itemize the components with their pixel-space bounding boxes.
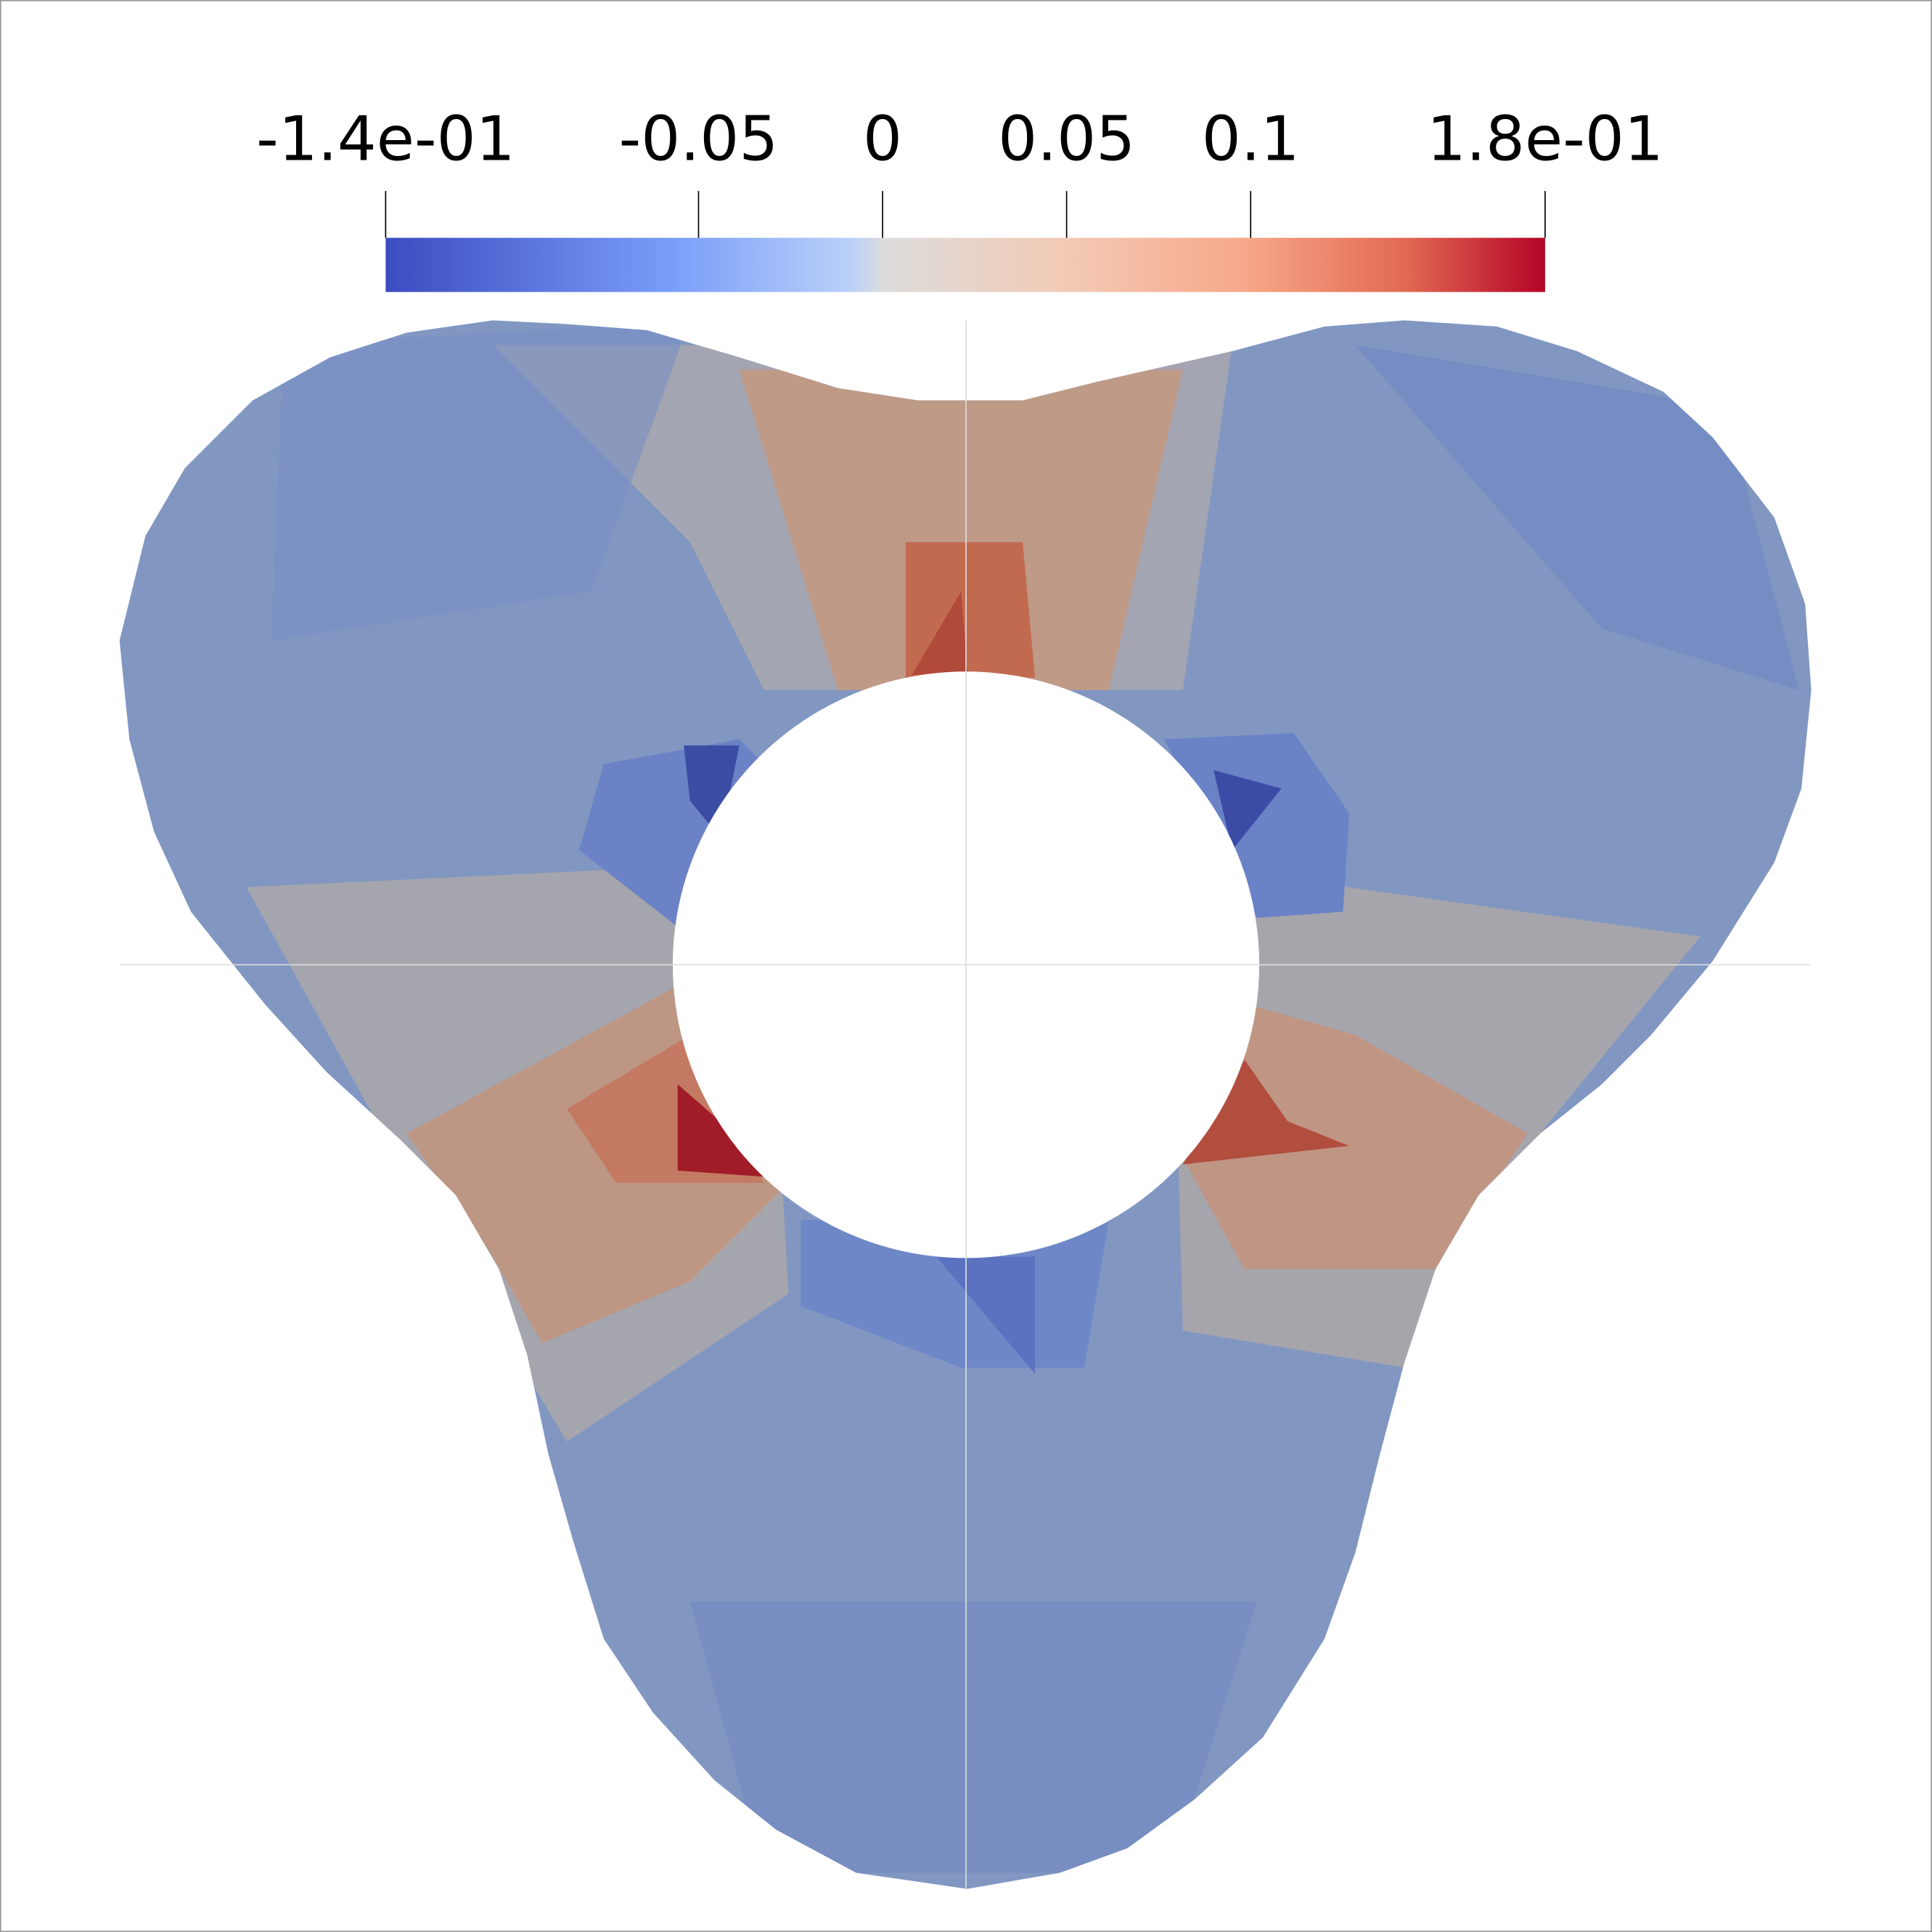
- colorbar: [385, 237, 1545, 292]
- tick-label: 0.05: [998, 104, 1135, 176]
- colorbar-ticks: -1.4e-01 -0.05 0 0.05 0.1 1.8e-01: [256, 104, 1663, 238]
- tick-label: 0.1: [1202, 104, 1300, 176]
- tick-label: 1.8e-01: [1427, 104, 1663, 176]
- tick-label: -1.4e-01: [256, 104, 515, 176]
- tick-label: 0: [863, 104, 902, 176]
- tick-label: -0.05: [619, 104, 779, 176]
